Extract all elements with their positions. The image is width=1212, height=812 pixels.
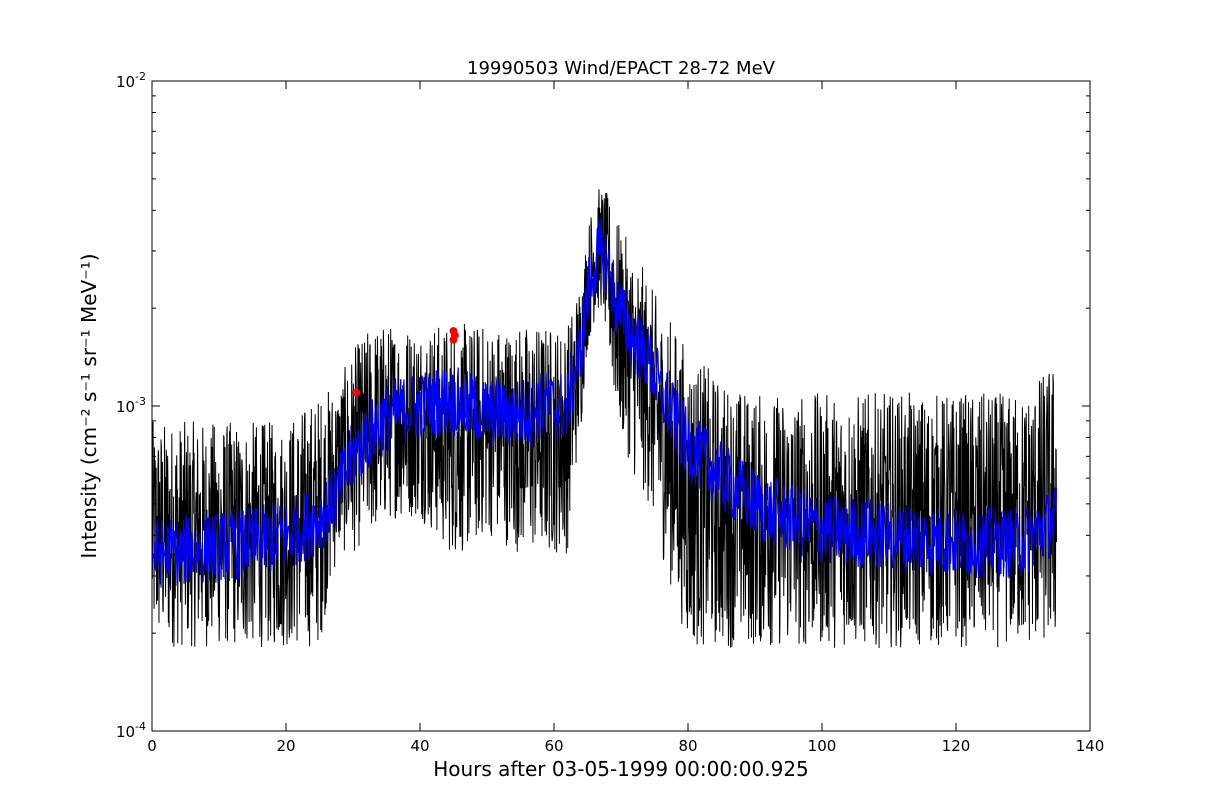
series-smoothed-line [151, 218, 1058, 588]
x-tick-label: 140 [1076, 737, 1105, 755]
series-layer [151, 189, 1058, 648]
onset-point [352, 388, 361, 397]
x-tick-label: 120 [942, 737, 971, 755]
onset-point [450, 331, 459, 340]
x-axis: 0 20 40 60 80 100 120 140 [147, 81, 1104, 755]
y-axis-label: Intensity (cm⁻² s⁻¹ sr⁻¹ MeV⁻¹) [77, 253, 101, 558]
x-tick-label: 60 [544, 737, 563, 755]
y-tick-label: 10-4 [116, 720, 146, 741]
chart-title: 19990503 Wind/EPACT 28-72 MeV [467, 58, 776, 79]
x-tick-label: 100 [808, 737, 837, 755]
x-tick-label: 20 [276, 737, 295, 755]
y-tick-label: 10-3 [116, 395, 146, 416]
x-axis-label: Hours after 03-05-1999 00:00:00.925 [433, 757, 809, 781]
x-tick-label: 0 [147, 737, 157, 755]
plot-frame [151, 80, 1091, 732]
x-tick-label: 80 [678, 737, 697, 755]
x-tick-label: 40 [410, 737, 429, 755]
y-axis: 10-4 10-3 10-2 [116, 70, 1090, 741]
y-tick-label: 10-2 [116, 70, 146, 91]
